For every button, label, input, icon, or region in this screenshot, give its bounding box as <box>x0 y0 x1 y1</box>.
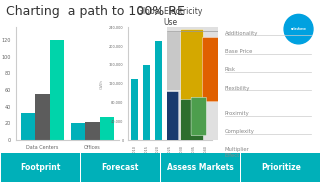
Text: Footprint: Footprint <box>20 163 60 172</box>
Text: Prioritize: Prioritize <box>261 163 301 172</box>
FancyBboxPatch shape <box>181 29 204 113</box>
Text: Assess Markets: Assess Markets <box>167 163 234 172</box>
Text: ????: ???? <box>183 56 201 65</box>
Bar <box>50 40 64 140</box>
Bar <box>100 117 114 140</box>
Text: Complexity: Complexity <box>225 129 255 134</box>
FancyBboxPatch shape <box>181 100 204 141</box>
FancyBboxPatch shape <box>166 32 183 90</box>
Bar <box>167 56 174 140</box>
Circle shape <box>284 14 313 44</box>
FancyBboxPatch shape <box>202 37 219 102</box>
Y-axis label: GWh: GWh <box>100 79 103 89</box>
Text: Flexibility: Flexibility <box>225 86 250 90</box>
Text: Proximity: Proximity <box>225 111 249 116</box>
Bar <box>71 123 85 140</box>
Bar <box>131 79 138 140</box>
Bar <box>155 41 162 140</box>
FancyBboxPatch shape <box>191 97 206 136</box>
Bar <box>35 94 50 140</box>
Bar <box>143 65 150 140</box>
Text: Additionality: Additionality <box>225 31 258 36</box>
FancyBboxPatch shape <box>166 92 179 141</box>
Bar <box>85 122 100 140</box>
Title: Global Electricity
Use: Global Electricity Use <box>137 7 203 27</box>
Text: Charting  a path to 100% RE: Charting a path to 100% RE <box>6 5 185 18</box>
Text: Risk: Risk <box>225 67 236 72</box>
Text: Forecast: Forecast <box>102 163 139 172</box>
Bar <box>21 113 35 140</box>
Text: salesforce: salesforce <box>291 27 307 31</box>
Text: Base Price: Base Price <box>225 49 252 54</box>
Text: Multiplier
Effect: Multiplier Effect <box>225 147 249 158</box>
